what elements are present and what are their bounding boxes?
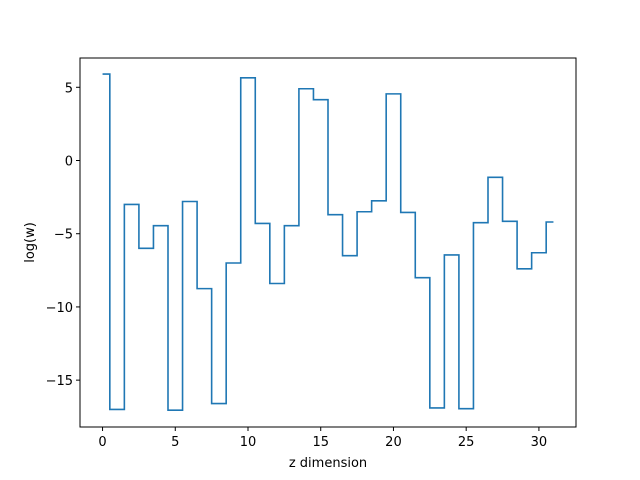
x-tick-label: 0: [98, 435, 106, 450]
ticks-layer: 0 5 10 15 20 25 30 −15 −10 −5 0 5: [46, 81, 548, 450]
x-tick-label: 5: [171, 435, 179, 450]
y-tick-label: −10: [46, 301, 73, 316]
y-tick-label: −5: [54, 228, 73, 243]
y-tick-label: −15: [46, 374, 73, 389]
x-tick-label: 10: [240, 435, 257, 450]
y-tick-label: 5: [65, 81, 73, 96]
y-axis-label: log(w): [23, 222, 38, 263]
x-tick-label: 20: [385, 435, 402, 450]
x-tick-label: 15: [312, 435, 329, 450]
x-axis-label: z dimension: [289, 456, 367, 471]
y-tick-label: 0: [65, 155, 73, 170]
series-line: [102, 73, 554, 411]
plot-layer: [102, 73, 554, 411]
x-tick-label: 30: [531, 435, 548, 450]
plot-frame: [79, 57, 577, 428]
x-tick-label: 25: [458, 435, 475, 450]
